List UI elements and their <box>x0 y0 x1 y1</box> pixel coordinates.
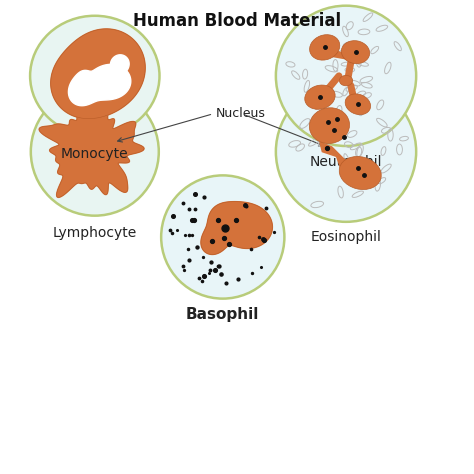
Text: Nucleus: Nucleus <box>216 107 265 120</box>
Circle shape <box>276 82 416 222</box>
Ellipse shape <box>345 94 371 115</box>
Polygon shape <box>68 64 131 106</box>
Text: Human Blood Material: Human Blood Material <box>133 12 341 30</box>
Text: Neutrophil: Neutrophil <box>310 155 382 169</box>
Circle shape <box>161 175 284 299</box>
Ellipse shape <box>341 41 370 64</box>
Polygon shape <box>320 142 356 174</box>
Polygon shape <box>39 99 144 197</box>
Ellipse shape <box>339 75 353 86</box>
Ellipse shape <box>310 35 340 60</box>
Polygon shape <box>51 29 145 118</box>
Polygon shape <box>104 55 129 80</box>
Text: Basophil: Basophil <box>186 307 259 322</box>
Text: Eosinophil: Eosinophil <box>310 230 382 245</box>
Circle shape <box>276 6 416 146</box>
Ellipse shape <box>310 108 349 144</box>
Text: Monocyte: Monocyte <box>61 147 128 161</box>
Ellipse shape <box>305 85 335 109</box>
Ellipse shape <box>339 156 381 190</box>
Circle shape <box>31 88 159 216</box>
Polygon shape <box>201 201 273 255</box>
Ellipse shape <box>30 16 159 136</box>
Text: Lymphocyte: Lymphocyte <box>53 226 137 240</box>
